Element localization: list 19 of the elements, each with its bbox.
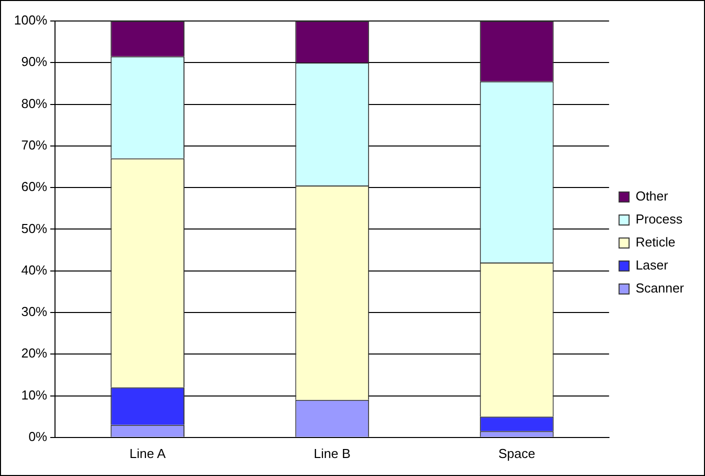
y-tick-label: 40% [21, 262, 48, 278]
legend-label: Laser [636, 258, 669, 273]
x-tick-label: Line A [129, 446, 166, 461]
y-tick-label: 30% [21, 304, 48, 320]
y-tick-label: 70% [21, 138, 48, 152]
y-tick-label: 10% [21, 387, 48, 402]
y-tick-label: 20% [21, 346, 48, 361]
x-tick-label: Line B [314, 446, 351, 461]
y-tick-label: 80% [21, 96, 48, 111]
y-tick-label: 100% [14, 12, 48, 28]
legend-label: Reticle [636, 234, 676, 250]
y-tick-label: 0% [28, 428, 48, 444]
y-tick-label: 60% [21, 179, 48, 194]
legend-label: Scanner [636, 280, 685, 296]
y-tick-label: 90% [21, 54, 48, 70]
legend-label: Process [636, 212, 684, 227]
y-tick-label: 50% [21, 220, 48, 236]
legend-label: Other [636, 188, 669, 204]
x-tick-label: Space [498, 446, 536, 461]
